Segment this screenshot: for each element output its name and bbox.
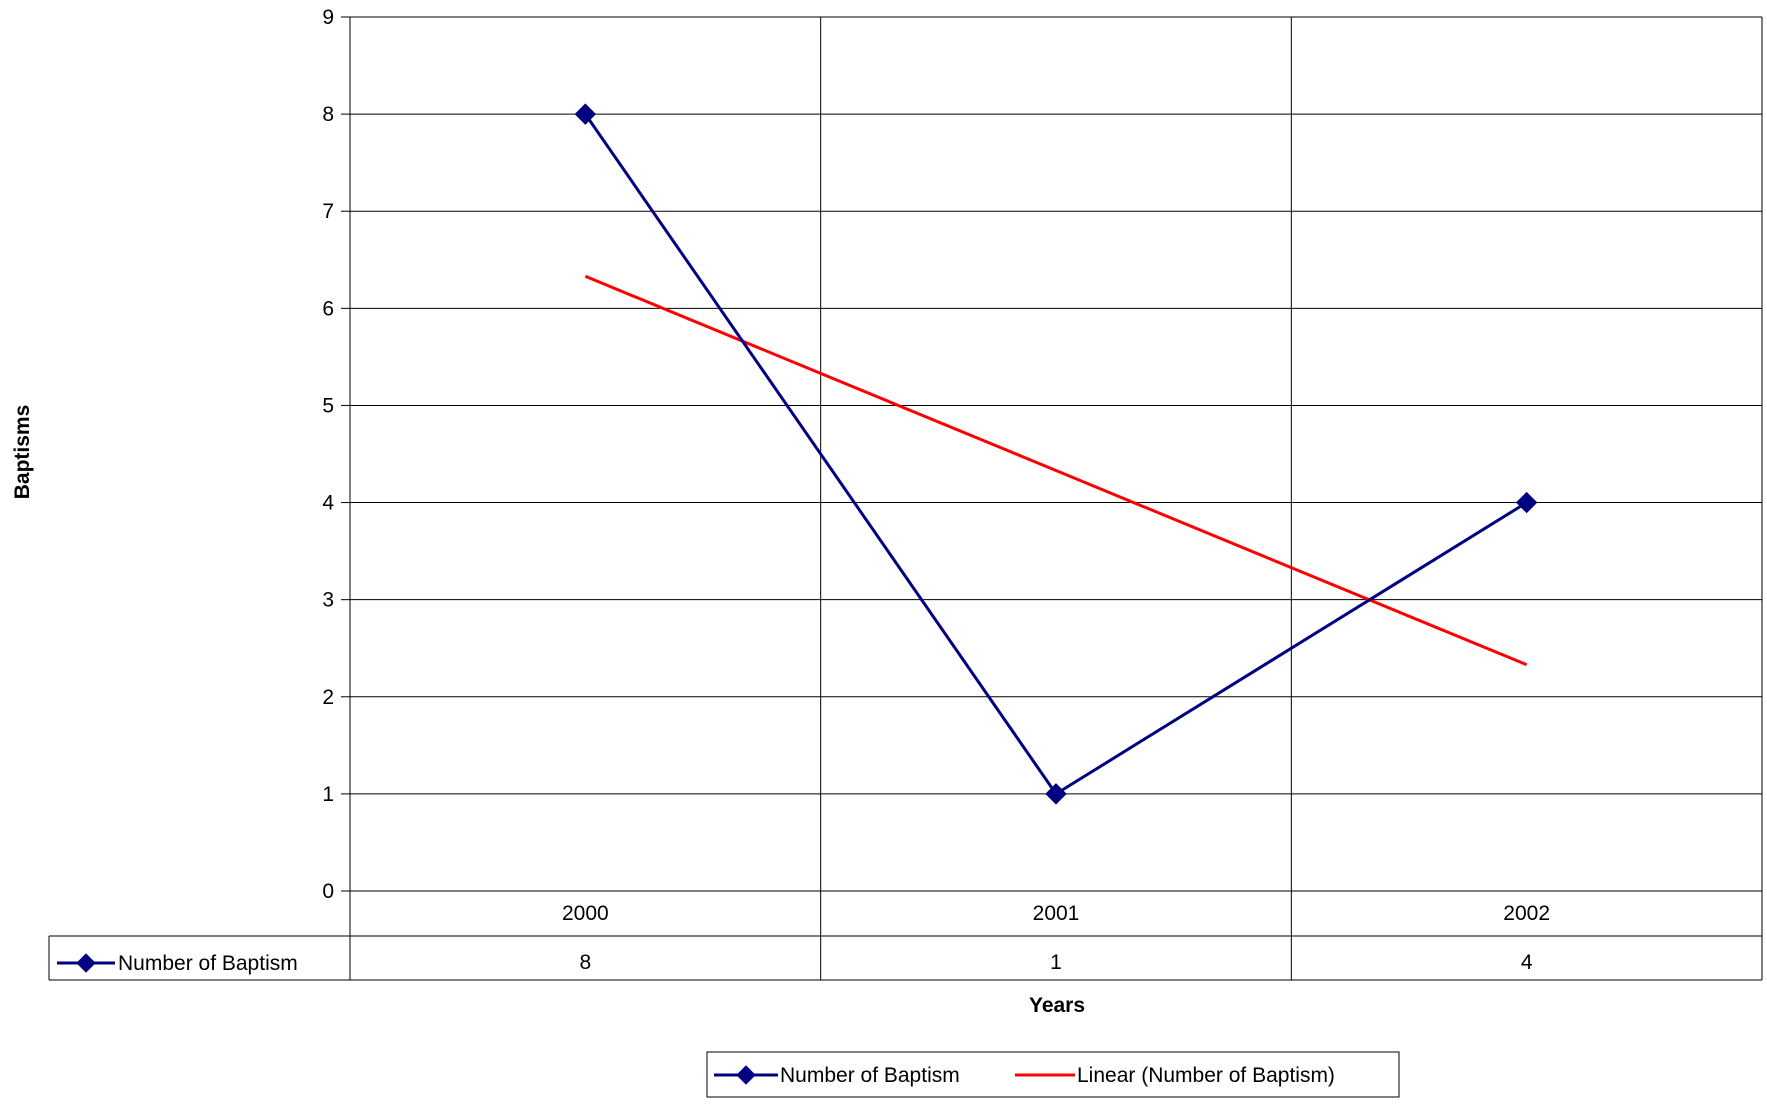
- y-tick-label: 3: [322, 589, 334, 612]
- data-point: [1045, 783, 1067, 805]
- table-series-key-marker: [76, 953, 96, 973]
- trendline: [584, 274, 1528, 667]
- x-tick-label: 2002: [1503, 902, 1550, 925]
- table-cell: 4: [1521, 951, 1533, 974]
- table-row-label: Number of Baptism: [118, 952, 298, 975]
- data-table: 2000 2001 2002 8 1 4 Number of Baptism: [48, 890, 1763, 981]
- y-axis-title: Baptisms: [11, 405, 34, 500]
- y-tick-label: 6: [322, 297, 334, 320]
- plot-area: [574, 103, 1538, 805]
- table-cell: 1: [1050, 951, 1062, 974]
- y-tick-label: 9: [322, 6, 334, 29]
- y-tick-label: 4: [322, 492, 334, 515]
- table-cell: 8: [579, 951, 591, 974]
- legend: Number of Baptism Linear (Number of Bapti…: [706, 1051, 1400, 1098]
- series-line: [584, 113, 1528, 796]
- y-tick-label: 8: [322, 103, 334, 126]
- x-tick-label: 2000: [562, 902, 609, 925]
- y-tick-label: 2: [322, 686, 334, 709]
- legend-label-trendline: Linear (Number of Baptism): [1077, 1064, 1335, 1087]
- x-axis-title: Years: [1029, 994, 1085, 1017]
- y-tick-label: 5: [322, 394, 334, 417]
- data-point: [1515, 491, 1538, 514]
- axes: 0 1 2 3 4 5 6 7 8 9: [322, 6, 351, 980]
- y-tick-label: 7: [322, 200, 334, 223]
- y-tick-label: 0: [322, 880, 334, 903]
- legend-marker-series: [736, 1065, 756, 1085]
- legend-label-series: Number of Baptism: [780, 1064, 960, 1087]
- grid: [350, 16, 1763, 891]
- x-tick-label: 2001: [1033, 902, 1080, 925]
- y-tick-label: 1: [322, 783, 334, 806]
- data-point: [574, 103, 597, 125]
